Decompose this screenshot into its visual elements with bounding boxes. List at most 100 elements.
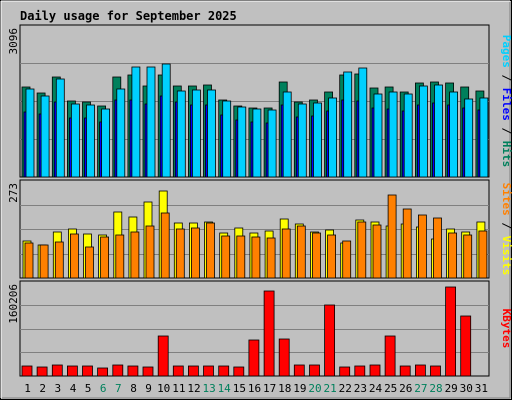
x-tick-day-3: 3 [54, 382, 61, 395]
bar-kbytes-day-19 [293, 364, 305, 377]
x-tick-day-20: 20 [308, 382, 321, 395]
bar-kbytes-day-6 [97, 367, 108, 377]
bar-kbytes-day-4 [67, 365, 78, 377]
bar-kbytes-day-8 [127, 365, 139, 377]
bar-sites-day-31 [478, 230, 488, 279]
bar-pages-day-31 [479, 97, 489, 178]
bar-kbytes-day-9 [142, 366, 154, 377]
bar-pages-day-17 [267, 109, 277, 178]
x-tick-day-16: 16 [248, 382, 261, 395]
bar-pages-day-7 [116, 88, 126, 178]
panel-kbytes-axis-label: KBytes [500, 309, 512, 349]
bar-pages-day-20 [313, 102, 322, 178]
bar-pages-day-16 [252, 108, 262, 178]
x-tick-day-2: 2 [39, 382, 46, 395]
bar-pages-day-18 [282, 91, 292, 178]
bar-pages-day-22 [343, 71, 353, 178]
bar-pages-day-10 [161, 63, 171, 178]
bar-kbytes-day-27 [414, 364, 426, 377]
bar-sites-day-11 [175, 228, 185, 279]
bar-pages-day-4 [71, 103, 80, 178]
bar-sites-day-7 [115, 234, 125, 279]
bar-kbytes-day-21 [324, 304, 336, 377]
x-tick-day-28: 28 [429, 382, 442, 395]
panel-visits-ymax-label: 273 [7, 183, 20, 203]
bar-kbytes-day-2 [36, 366, 48, 377]
x-tick-day-21: 21 [323, 382, 336, 395]
bar-kbytes-day-12 [187, 365, 199, 377]
bar-kbytes-day-23 [354, 365, 366, 377]
x-tick-day-9: 9 [145, 382, 152, 395]
bar-pages-day-9 [146, 66, 156, 178]
chart-panels: 3096 Pages / Files / Hits 273 Sites / Visit… [7, 24, 512, 377]
bar-sites-day-4 [70, 233, 79, 279]
x-tick-day-4: 4 [70, 382, 77, 395]
chart-title: Daily usage for September 2025 [20, 9, 237, 23]
bar-pages-day-11 [176, 90, 186, 178]
bar-pages-day-29 [449, 91, 459, 178]
bar-pages-day-30 [464, 98, 474, 178]
bar-kbytes-day-10 [157, 335, 169, 377]
bar-sites-day-30 [463, 234, 473, 279]
bar-kbytes-day-14 [218, 365, 230, 377]
bar-kbytes-day-11 [172, 365, 184, 377]
bar-sites-day-1 [24, 242, 34, 279]
panel-kbytes-ymax-label: 160206 [7, 284, 20, 324]
x-tick-day-30: 30 [460, 382, 473, 395]
x-tick-day-6: 6 [100, 382, 107, 395]
bar-pages-day-23 [358, 67, 368, 178]
x-tick-day-8: 8 [130, 382, 137, 395]
bar-kbytes-day-20 [309, 364, 320, 377]
panel-traffic-axis-label-part-5: Hits [500, 141, 512, 168]
x-tick-day-15: 15 [233, 382, 246, 395]
bar-kbytes-day-1 [21, 365, 33, 377]
bar-pages-day-8 [131, 66, 141, 178]
bar-pages-day-14 [222, 100, 232, 178]
x-tick-day-22: 22 [339, 382, 352, 395]
bar-sites-day-2 [39, 244, 49, 279]
bar-pages-day-28 [434, 84, 443, 178]
bar-sites-day-22 [342, 240, 352, 279]
bar-kbytes-day-22 [339, 366, 351, 377]
bar-kbytes-day-29 [445, 286, 457, 377]
x-tick-day-31: 31 [475, 382, 488, 395]
bar-pages-day-25 [388, 91, 398, 178]
bar-sites-day-3 [54, 241, 64, 279]
bar-sites-day-12 [190, 227, 200, 279]
bar-pages-day-27 [418, 85, 428, 178]
x-tick-day-19: 19 [293, 382, 306, 395]
bar-kbytes-day-25 [384, 335, 396, 377]
panel-visits-axis-label-part-2: / [500, 216, 512, 236]
panel-visits: 273 Sites / Visits [7, 179, 512, 279]
bar-sites-day-24 [372, 224, 382, 279]
panel-traffic-axis-label-part-3: Files [500, 88, 512, 121]
bar-kbytes-day-7 [112, 364, 124, 377]
bar-pages-day-2 [40, 95, 50, 178]
x-tick-day-18: 18 [278, 382, 291, 395]
panel-traffic: 3096 Pages / Files / Hits [7, 24, 512, 178]
x-tick-day-25: 25 [384, 382, 397, 395]
bar-pages-day-13 [207, 89, 216, 178]
x-tick-day-10: 10 [157, 382, 170, 395]
bar-sites-day-15 [236, 235, 246, 279]
bar-pages-day-19 [297, 103, 307, 178]
x-tick-day-13: 13 [202, 382, 215, 395]
x-tick-day-1: 1 [24, 382, 31, 395]
bar-pages-day-6 [101, 108, 110, 178]
bar-sites-day-20 [312, 232, 321, 279]
bar-pages-day-3 [55, 78, 65, 178]
bar-sites-day-27 [417, 214, 427, 279]
panel-kbytes-axis-label-part-1: KBytes [500, 309, 512, 349]
bar-sites-day-28 [433, 217, 442, 279]
panel-visits-axis-label-part-1: Sites [500, 183, 512, 216]
bar-pages-day-15 [237, 106, 247, 178]
panel-visits-axis-label-part-3: Visits [500, 236, 512, 276]
panel-traffic-axis-label: Pages / Files / Hits [500, 35, 512, 168]
bar-kbytes-day-24 [369, 364, 381, 377]
bar-pages-day-1 [25, 88, 35, 178]
panel-traffic-axis-label-part-4: / [500, 121, 512, 141]
bar-sites-day-26 [402, 208, 412, 279]
bar-sites-day-6 [100, 236, 109, 279]
